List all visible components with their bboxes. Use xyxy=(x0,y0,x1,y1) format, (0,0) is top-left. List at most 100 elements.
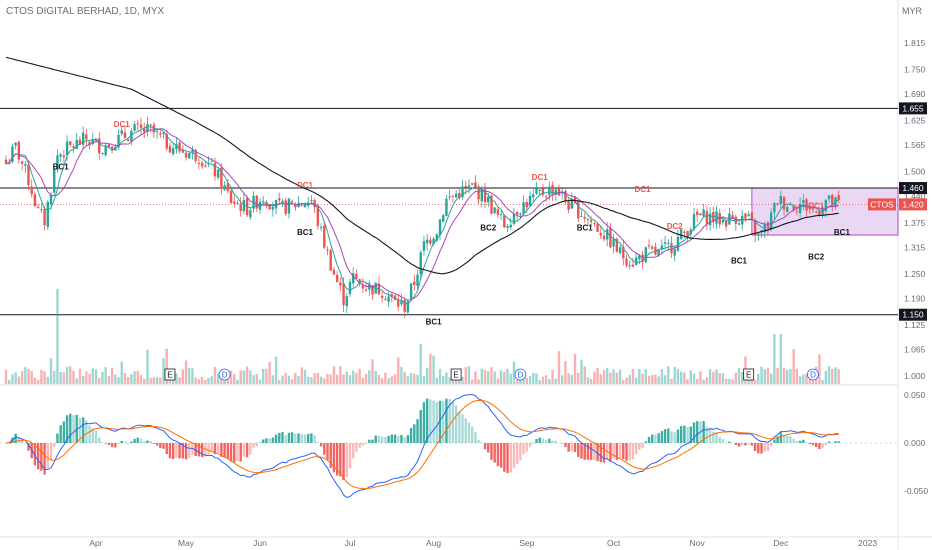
macd-hist-bar xyxy=(380,436,384,443)
macd-hist-bar xyxy=(458,411,461,443)
candle-body xyxy=(242,199,246,212)
x-tick-label: Jul xyxy=(345,538,356,548)
candle-body xyxy=(339,282,342,286)
candle-body xyxy=(85,134,88,140)
dividend-marker xyxy=(807,368,819,381)
candle-body xyxy=(525,202,529,208)
candle-body xyxy=(110,146,114,151)
volume-bar xyxy=(33,377,37,384)
candle-body xyxy=(782,197,786,210)
candle-body xyxy=(200,162,204,167)
macd-hist-bar xyxy=(442,401,445,443)
macd-hist-bar xyxy=(371,439,374,443)
candle-body xyxy=(670,243,673,254)
candle-body xyxy=(586,218,590,220)
volume-bar xyxy=(670,378,673,384)
candle-body xyxy=(583,216,586,219)
macd-hist-bar xyxy=(686,427,689,443)
macd-hist-bar xyxy=(763,443,766,452)
volume-bar xyxy=(689,370,692,384)
dividend-marker xyxy=(514,368,527,381)
volume-bar xyxy=(49,358,53,384)
macd-hist-bar xyxy=(162,443,165,449)
candle-body xyxy=(17,141,21,160)
candle-body xyxy=(599,232,602,236)
candle-body xyxy=(181,149,185,153)
macd-hist-bar xyxy=(422,402,426,443)
level-label: 1.150 xyxy=(902,310,924,320)
candle-body xyxy=(75,140,78,150)
candle-body xyxy=(72,146,75,148)
macd-hist-bar xyxy=(647,436,651,443)
volume-bar xyxy=(207,377,210,384)
volume-bar xyxy=(229,370,233,384)
level-label: 1.460 xyxy=(902,183,924,193)
macd-hist-bar xyxy=(811,443,815,446)
signal-label: DC1 xyxy=(532,173,549,182)
candle-body xyxy=(14,142,17,146)
macd-hist-bar xyxy=(654,434,657,443)
candle-body xyxy=(577,201,580,219)
candle-body xyxy=(461,186,464,198)
candle-body xyxy=(236,203,239,205)
macd-histogram-group xyxy=(4,398,840,481)
volume-bar xyxy=(628,374,631,384)
macd-hist-bar xyxy=(512,443,516,468)
macd-hist-bar xyxy=(126,443,130,444)
macd-hist-bar xyxy=(329,443,332,468)
macd-hist-bar xyxy=(689,426,692,443)
candle-body xyxy=(612,238,615,247)
volume-bar xyxy=(14,372,17,384)
volume-bar xyxy=(808,379,811,384)
candle-body xyxy=(265,203,268,206)
macd-hist-bar xyxy=(384,437,387,443)
volume-bar xyxy=(139,375,143,384)
volume-bar xyxy=(464,367,467,384)
candle-body xyxy=(625,258,628,266)
macd-hist-bar xyxy=(307,434,310,443)
candle-body xyxy=(303,204,307,208)
volume-bar xyxy=(384,372,387,384)
macd-hist-bar xyxy=(400,435,403,443)
candle-body xyxy=(390,294,393,297)
candle-body xyxy=(178,142,181,152)
volume-bar xyxy=(663,375,667,384)
candle-body xyxy=(811,208,815,210)
candle-body xyxy=(676,236,680,251)
candle-body xyxy=(715,211,718,224)
volume-bar xyxy=(393,374,397,384)
volume-bar xyxy=(589,379,593,384)
candle-body xyxy=(91,139,95,144)
volume-bar xyxy=(146,349,149,384)
volume-bar xyxy=(638,368,641,384)
candle-body xyxy=(11,146,14,162)
candle-body xyxy=(294,203,297,208)
candle-body xyxy=(149,124,152,126)
candle-body xyxy=(766,222,770,229)
x-tick-label: Dec xyxy=(773,538,789,548)
candle-body xyxy=(683,231,686,233)
macd-hist-bar xyxy=(20,440,24,443)
volume-bar xyxy=(249,370,252,384)
volume-bar xyxy=(287,375,291,384)
y-tick-label: 1.125 xyxy=(904,320,926,330)
candle-body xyxy=(628,265,631,267)
candle-body xyxy=(30,186,33,195)
volume-bar xyxy=(525,377,529,384)
candle-body xyxy=(724,220,728,227)
volume-bar xyxy=(120,361,123,384)
candle-body xyxy=(319,227,323,229)
volume-bar xyxy=(210,376,213,384)
volume-bar xyxy=(213,366,217,384)
volume-bar xyxy=(535,373,538,384)
candle-body xyxy=(262,200,265,202)
macd-hist-bar xyxy=(769,443,773,446)
candle-body xyxy=(287,198,291,214)
volume-bar xyxy=(580,359,583,384)
macd-hist-bar xyxy=(175,443,178,458)
volume-group xyxy=(4,289,840,384)
candle-body xyxy=(686,230,689,237)
macd-hist-bar xyxy=(40,443,43,471)
candle-body xyxy=(146,124,149,133)
